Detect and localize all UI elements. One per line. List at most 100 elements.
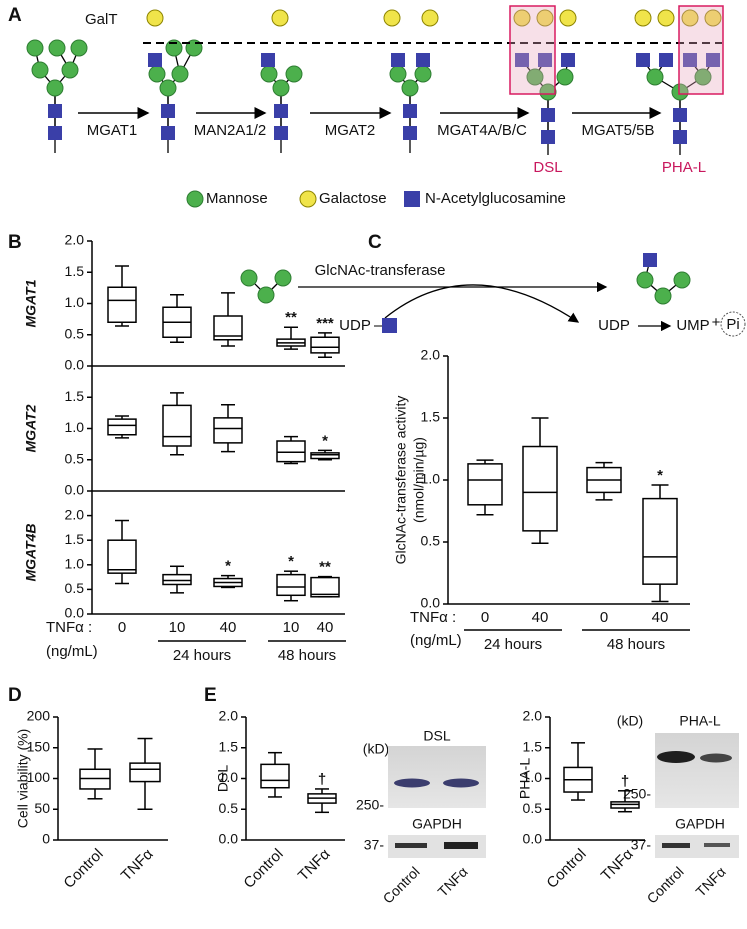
group-label: 24 hours — [173, 647, 231, 664]
mannose — [257, 286, 275, 304]
mannose — [240, 269, 258, 287]
glcnac — [683, 53, 697, 67]
mannose — [646, 68, 664, 86]
blot-loading: GAPDH — [412, 816, 462, 832]
y-tick-label: 1.5 — [65, 263, 85, 279]
x-prefix: (ng/mL) — [46, 643, 98, 660]
donor-label: UDP — [339, 317, 371, 334]
y-axis-label: (nmol/min/µg) — [411, 437, 427, 523]
group-label: 24 hours — [484, 636, 542, 653]
glcnac — [673, 130, 687, 144]
mannose — [401, 79, 419, 97]
blot-title: DSL — [423, 728, 450, 744]
glcnac — [636, 53, 650, 67]
panel-label: D — [8, 685, 22, 706]
x-tick-label: 40 — [532, 609, 549, 626]
panel-label: E — [204, 685, 217, 706]
glcnac — [48, 104, 62, 118]
blot-marker: 250- — [623, 786, 651, 802]
y-tick-label: 1.0 — [523, 769, 543, 785]
y-axis-label: DSL — [215, 765, 231, 792]
phosphate-ring — [720, 311, 746, 337]
y-tick-label: 1.0 — [65, 556, 85, 572]
blot-image — [388, 835, 486, 858]
blot-band — [657, 751, 695, 763]
mannose — [671, 83, 689, 101]
y-tick-label: 0.5 — [523, 800, 543, 816]
glcnac — [706, 53, 720, 67]
highlight — [678, 5, 724, 95]
box — [642, 497, 678, 585]
mannose — [414, 65, 432, 83]
y-tick-label: 50 — [34, 800, 50, 816]
glcnac — [274, 104, 288, 118]
y-tick-label: 2.0 — [65, 506, 85, 522]
panel-label: B — [8, 232, 22, 253]
lectin-label: PHA-L — [662, 159, 706, 176]
y-axis-label: PHA-L — [517, 758, 533, 799]
mannose — [70, 39, 88, 57]
box — [107, 418, 137, 436]
glycan-layer — [26, 9, 722, 305]
significance: ** — [319, 559, 331, 576]
lane-label: TNFα — [692, 863, 728, 899]
mannose — [636, 271, 654, 289]
box — [310, 452, 340, 460]
y-tick-label: 0.0 — [65, 357, 85, 373]
mannose — [654, 287, 672, 305]
y-tick-label: 1.0 — [219, 769, 239, 785]
y-tick-label: 0.0 — [219, 831, 239, 847]
y-tick-label: 2.0 — [523, 708, 543, 724]
glcnac — [391, 53, 405, 67]
mannose — [285, 65, 303, 83]
enzyme-label: MGAT4A/B/C — [437, 122, 527, 139]
legend-swatch — [404, 191, 420, 207]
glcnac — [161, 104, 175, 118]
mannose — [274, 269, 292, 287]
box — [129, 762, 161, 783]
y-tick-label: 0.5 — [65, 325, 85, 341]
glcnac — [659, 53, 673, 67]
mannose — [694, 68, 712, 86]
galactose — [634, 9, 652, 27]
reaction-arrow — [384, 284, 580, 323]
y-tick-label: 0.0 — [65, 605, 85, 621]
galactose — [146, 9, 164, 27]
blot-loading: GAPDH — [675, 816, 725, 832]
y-tick-label: 1.5 — [523, 738, 543, 754]
blot-band — [395, 843, 427, 848]
blot-band — [444, 842, 478, 849]
blot-band — [662, 843, 690, 848]
box — [213, 315, 243, 341]
enzyme-label: GlcNAc-transferase — [315, 262, 446, 279]
blot-unit: (kD) — [363, 741, 389, 757]
glcnac — [382, 318, 397, 333]
glcnac — [515, 53, 529, 67]
mannose — [389, 65, 407, 83]
glcnac — [161, 126, 175, 140]
x-prefix: (ng/mL) — [410, 632, 462, 649]
y-tick-label: 0 — [42, 831, 50, 847]
significance: † — [318, 771, 326, 788]
blot-marker: 250- — [356, 797, 384, 813]
box — [162, 404, 192, 447]
y-tick-label: 1.5 — [421, 409, 441, 425]
y-tick-label: 150 — [27, 738, 51, 754]
y-axis-label: GlcNAc-transferase activity — [393, 396, 409, 565]
product-label: UMP — [676, 317, 709, 334]
blot-band — [394, 778, 430, 788]
legend-label: Galactose — [319, 190, 387, 207]
box — [276, 440, 306, 463]
glcnac — [673, 108, 687, 122]
box — [107, 286, 137, 323]
x-tick-label: Control — [543, 846, 589, 892]
glcnac — [148, 53, 162, 67]
box — [467, 463, 503, 506]
y-tick-label: 1.5 — [65, 531, 85, 547]
mannose — [48, 39, 66, 57]
y-tick-label: 0.5 — [421, 533, 441, 549]
blot-marker: 37- — [364, 837, 385, 853]
mannose — [556, 68, 574, 86]
y-tick-label: 0.0 — [65, 482, 85, 498]
box — [522, 445, 558, 532]
